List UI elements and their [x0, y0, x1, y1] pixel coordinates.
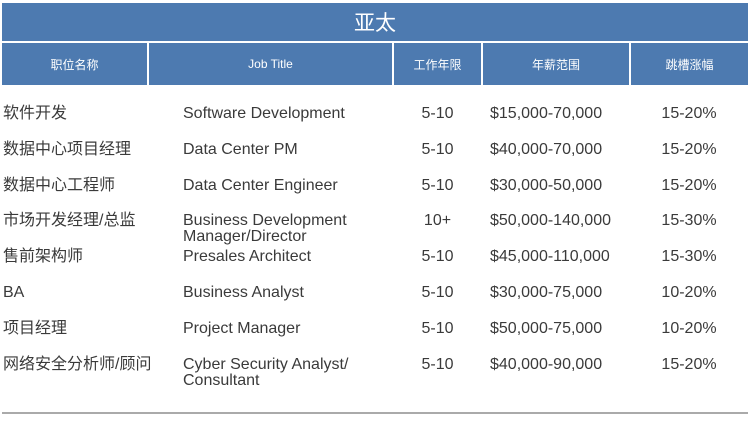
- table-cell: 15-20%: [661, 141, 717, 158]
- table-cell: $30,000-50,000: [490, 177, 603, 194]
- table-cell: 10-20%: [661, 284, 717, 301]
- table-cell: Project Manager: [183, 320, 301, 337]
- table-cell: Business Analyst: [183, 284, 304, 301]
- table-cell: Software Development: [183, 105, 345, 122]
- table-cell: BA: [3, 284, 25, 301]
- table-cell: 5-10: [421, 320, 454, 337]
- column-header: 职位名称: [2, 43, 147, 85]
- table-cell: 网络安全分析师/顾问: [3, 356, 152, 373]
- table-cell: $45,000-110,000: [490, 248, 610, 265]
- table-cell: 5-10: [421, 356, 454, 373]
- column-header: 年薪范围: [483, 43, 629, 85]
- table-cell: Presales Architect: [183, 248, 312, 265]
- table-cell: 市场开发经理/总监: [3, 212, 136, 229]
- table-cell: 10+: [423, 212, 452, 229]
- table-cell: Cyber Security Analyst/ Consultant: [183, 356, 349, 389]
- table-cell: $15,000-70,000: [490, 105, 603, 122]
- table-cell: 售前架构师: [3, 248, 84, 265]
- column-header: Job Title: [149, 43, 392, 85]
- table-cell: 5-10: [421, 105, 454, 122]
- table-cell: 项目经理: [3, 320, 68, 337]
- table-cell: $50,000-75,000: [490, 320, 603, 337]
- table-cell: 5-10: [421, 248, 454, 265]
- table-cell: 15-20%: [661, 177, 717, 194]
- table-title: 亚太: [2, 3, 748, 41]
- table-cell: $30,000-75,000: [490, 284, 603, 301]
- table-cell: Data Center PM: [183, 141, 298, 158]
- table-cell: 15-20%: [661, 356, 717, 373]
- table-cell: 5-10: [421, 177, 454, 194]
- table-cell: 5-10: [421, 284, 454, 301]
- table-cell: 10-20%: [661, 320, 717, 337]
- table-cell: $40,000-70,000: [490, 141, 603, 158]
- table-cell: $40,000-90,000: [490, 356, 603, 373]
- table-cell: 数据中心工程师: [3, 177, 116, 194]
- table-cell: Business Development Manager/Director: [183, 212, 347, 245]
- bottom-divider: [2, 412, 748, 414]
- table-cell: Data Center Engineer: [183, 177, 338, 194]
- table-cell: 15-30%: [661, 248, 717, 265]
- column-header: 工作年限: [394, 43, 481, 85]
- table-cell: 软件开发: [3, 105, 68, 122]
- table-cell: 数据中心项目经理: [3, 141, 132, 158]
- table-cell: 15-20%: [661, 105, 717, 122]
- table-cell: 5-10: [421, 141, 454, 158]
- column-header: 跳槽涨幅: [631, 43, 748, 85]
- table-cell: 15-30%: [661, 212, 717, 229]
- table-cell: $50,000-140,000: [490, 212, 611, 229]
